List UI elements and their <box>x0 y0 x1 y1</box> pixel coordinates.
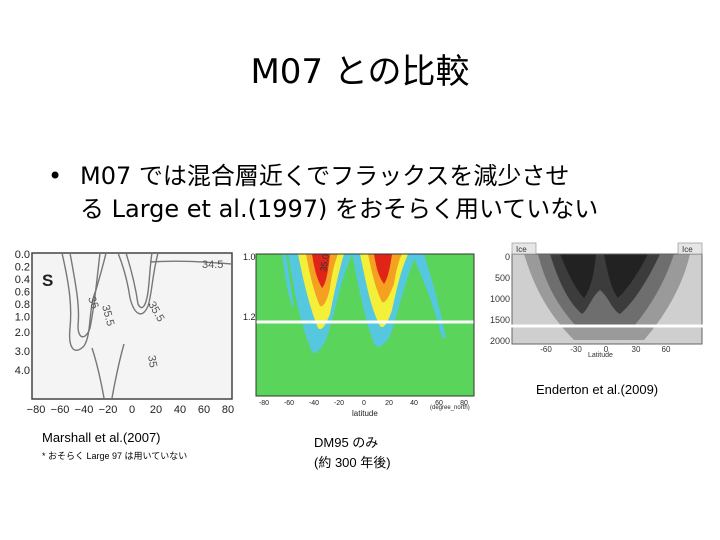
tick-label: 20 <box>385 400 393 407</box>
contour-label: 36 <box>85 295 100 311</box>
tick-label: -60 <box>284 400 294 407</box>
marshall-y-axis: 0.00.20.40.60.81.0 2.0 3.0 4.0 <box>15 249 30 377</box>
tick-label: 0.6 <box>15 287 30 299</box>
tick-label: 0 <box>362 400 366 407</box>
contour-label: 34.5 <box>202 259 223 271</box>
tick-label: 0 <box>604 345 609 354</box>
tick-label: 3.0 <box>15 346 30 358</box>
y-tick-label: 1.0 <box>243 252 256 262</box>
tick-label: 500 <box>495 273 510 283</box>
tick-label: -40 <box>309 400 319 407</box>
dm95-x-unit: (degree_north) <box>430 405 470 411</box>
enderton-ice-right: Ice <box>682 245 693 254</box>
bullet-text: M07 では混合層近くでフラックスを減少させ る Large et al.(19… <box>80 160 690 226</box>
marshall-contours <box>61 252 233 399</box>
tick-label: 80 <box>460 400 468 407</box>
dm95-x-axis: -80 -60 -40 -20 0 20 40 60 80 <box>259 400 468 407</box>
dm95-left-band <box>282 254 294 306</box>
enderton-contours <box>524 254 690 340</box>
figure-marshall: S 34.5 36 35.5 35.5 35 0.0 0.2 0.4 0.6 0.8 1.… <box>0 248 242 418</box>
tick-label: 60 <box>435 400 443 407</box>
bullet-line-1: M07 では混合層近くでフラックスを減少させ <box>80 162 570 190</box>
tick-label: 0.8 <box>15 299 30 311</box>
bullet-dot: • <box>48 162 63 190</box>
tick-label: -60 <box>540 345 552 354</box>
tick-label: 30 <box>632 345 641 354</box>
dm95-y-axis: 1.0 1.2 <box>243 252 256 322</box>
tick-label: 20 <box>150 404 162 416</box>
enderton-caption: Enderton et al.(2009) <box>536 382 659 397</box>
tick-label: 2.0 <box>15 327 30 339</box>
dm95-left-plume <box>288 254 352 354</box>
slide-title: M07 との比較 <box>250 52 470 92</box>
enderton-ice-right-box <box>677 242 703 255</box>
tick-label: -30 <box>570 345 582 354</box>
tick-label: 40 <box>174 404 186 416</box>
dm95-x-label: latitude <box>352 409 378 418</box>
tick-label: 60 <box>198 404 210 416</box>
tick-label: −60 <box>51 404 70 416</box>
tick-label: 60 <box>662 345 671 354</box>
bullet-line-2: る Large et al.(1997) をおそらく用いていない <box>80 195 599 223</box>
tick-label: -20 <box>334 400 344 407</box>
dm95-frame <box>255 253 475 397</box>
enderton-y-axis: 0 500 1000 1500 2000 <box>490 252 510 346</box>
marshall-note: * おそらく Large 97 は用いていない <box>42 451 188 461</box>
enderton-ice-left-box <box>511 242 537 255</box>
tick-label: 0.0 <box>15 249 30 261</box>
tick-label: 4.0 <box>15 365 30 377</box>
enderton-ice-left: Ice <box>516 245 527 254</box>
figure-enderton: Ice Ice 0 500 1000 1500 2000 -60 -30 0 30 60 Lat… <box>484 240 710 360</box>
tick-label: 0.4 <box>15 274 30 286</box>
contour-label: 35.5 <box>99 304 116 328</box>
tick-label: 2000 <box>490 336 510 346</box>
contour-label: 35 <box>145 354 159 368</box>
enderton-frame <box>511 253 703 345</box>
tick-label: 0 <box>129 404 135 416</box>
tick-label: −40 <box>75 404 94 416</box>
marshall-plot-frame <box>31 252 233 400</box>
tick-label: 80 <box>222 404 234 416</box>
marshall-x-axis: −80 −60 −40 −20 0 20 40 60 80 <box>27 404 234 416</box>
tick-label: -80 <box>259 400 269 407</box>
tick-label: 0.2 <box>15 262 30 274</box>
tick-label: 1.0 <box>15 312 30 324</box>
dm95-right-plume <box>352 254 416 347</box>
figure-dm95: 35.0 1.0 1.2 -80 -60 -40 -20 0 20 40 60 80 latit… <box>242 248 484 418</box>
dm95-contour-label: 35.0 <box>318 253 331 272</box>
tick-label: 40 <box>410 400 418 407</box>
enderton-x-axis: -60 -30 0 30 60 <box>540 345 671 354</box>
marshall-caption: Marshall et al.(2007) <box>42 430 161 445</box>
dm95-caption-line-1: DM95 のみ <box>314 435 379 450</box>
enderton-x-label: Latitude <box>588 352 613 359</box>
dm95-right-band <box>412 254 446 338</box>
tick-label: −80 <box>27 404 46 416</box>
tick-label: −20 <box>99 404 118 416</box>
marshall-panel-label: S <box>42 271 53 290</box>
dm95-plot: 35.0 1.0 1.2 -80 -60 -40 -20 0 20 40 60 80 latit… <box>243 252 478 418</box>
enderton-plot: Ice Ice 0 500 1000 1500 2000 -60 -30 0 30 60 Lat… <box>484 242 710 359</box>
y-tick-label: 1.2 <box>243 312 256 322</box>
dm95-caption-line-2: (約 300 年後) <box>314 455 391 470</box>
tick-label: 1500 <box>490 315 510 325</box>
tick-label: 1000 <box>490 294 510 304</box>
tick-label: 0 <box>505 252 510 262</box>
marshall-plot: S 34.5 36 35.5 35.5 35 0.00.20.40.60.81.… <box>15 249 234 416</box>
